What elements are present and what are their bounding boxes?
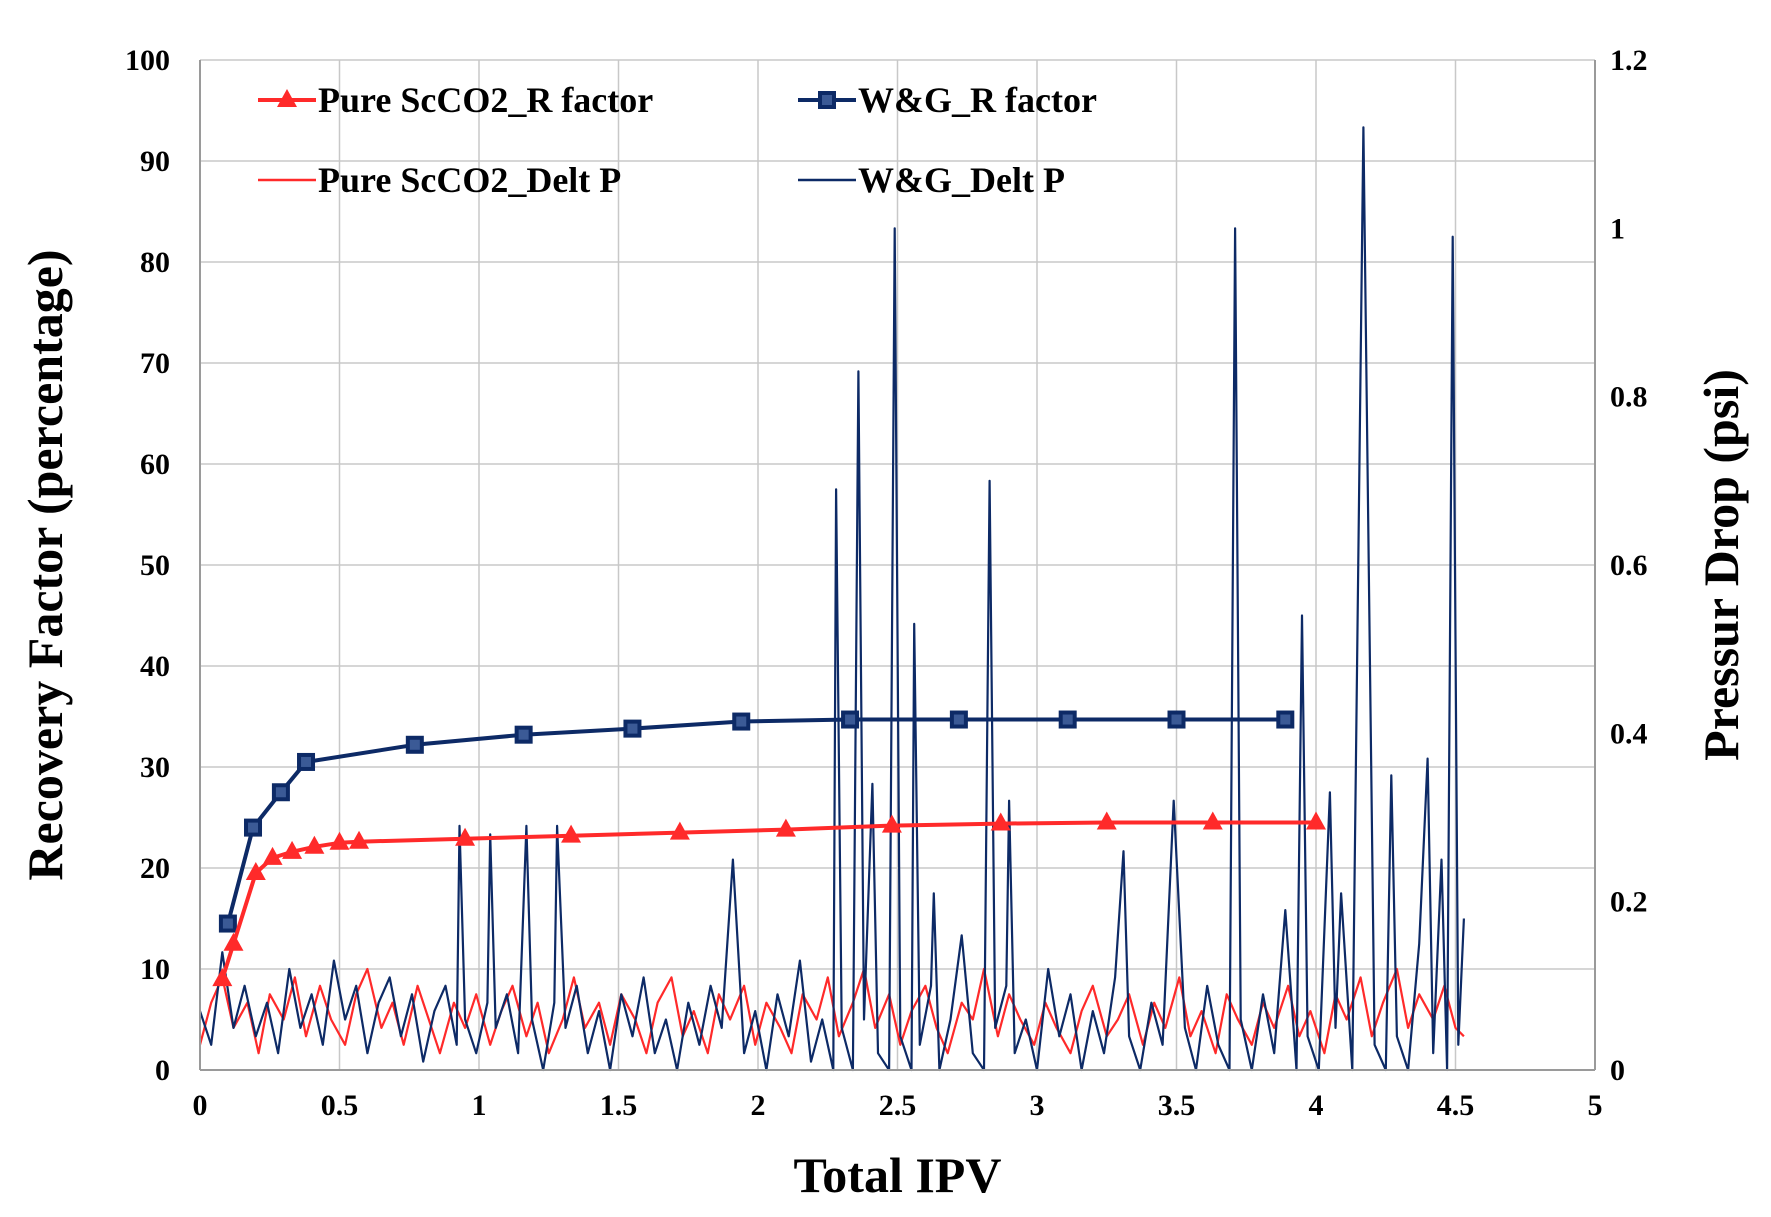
y-tick-label: 10 [140, 953, 170, 986]
data-point-square-inner [1062, 714, 1073, 725]
y-tick-label: 50 [140, 549, 170, 582]
data-point-square-inner [275, 787, 286, 798]
x-axis-title: Total IPV [794, 1147, 1002, 1203]
data-point-square-inner [222, 918, 233, 929]
data-point-triangle [775, 818, 796, 837]
data-point-triangle [990, 812, 1011, 831]
y2-tick-label: 0 [1610, 1054, 1625, 1087]
data-point-triangle [1096, 811, 1117, 830]
data-point-triangle [561, 824, 582, 843]
y-tick-label: 70 [140, 347, 170, 380]
legend-item: Pure ScCO2_Delt P [258, 160, 621, 200]
legend-item: W&G_R factor [798, 80, 1097, 120]
y2-tick-label: 0.2 [1610, 886, 1648, 919]
legend-item: W&G_Delt P [798, 160, 1065, 200]
data-point-triangle [881, 814, 902, 833]
data-point-square-inner [1171, 714, 1182, 725]
data-point-triangle [669, 821, 690, 840]
legend-item: Pure ScCO2_R factor [258, 80, 653, 120]
axes: 0 0.5 1 1.5 2 2.5 3 3.5 4 4.5 50102030405060708090… [17, 44, 1749, 1203]
y-tick-label: 80 [140, 246, 170, 279]
y-tick-label: 100 [125, 44, 170, 77]
data-point-triangle [262, 846, 283, 865]
y-tick-label: 30 [140, 751, 170, 784]
plot-series [198, 126, 1465, 1072]
data-point-triangle [223, 932, 244, 951]
x-tick-label: 4 [1309, 1089, 1324, 1122]
legend-label: W&G_R factor [858, 80, 1097, 120]
data-point-square-inner [736, 716, 747, 727]
legend-marker-square-inner [822, 95, 832, 105]
x-tick-label: 2 [751, 1089, 766, 1122]
data-point-triangle [212, 968, 233, 987]
legend-label: Pure ScCO2_R factor [318, 80, 653, 120]
series-line-0 [220, 820, 1316, 980]
x-tick-label: 5 [1588, 1089, 1603, 1122]
x-tick-label: 3 [1030, 1089, 1045, 1122]
data-point-triangle [329, 831, 350, 850]
x-tick-label: 4.5 [1437, 1089, 1475, 1122]
data-point-triangle [1306, 811, 1326, 830]
y-tick-label: 20 [140, 852, 170, 885]
data-point-square-inner [409, 739, 420, 750]
data-point-triangle [245, 862, 266, 881]
data-point-square-inner [953, 714, 964, 725]
y2-tick-label: 0.4 [1610, 717, 1648, 750]
legend-label: W&G_Delt P [858, 160, 1065, 200]
data-point-triangle [455, 827, 476, 846]
y2-tick-label: 0.8 [1610, 381, 1648, 414]
y2-tick-label: 1.2 [1610, 44, 1648, 77]
y-tick-label: 90 [140, 145, 170, 178]
data-point-square-inner [627, 723, 638, 734]
x-tick-label: 1 [472, 1089, 487, 1122]
y2-tick-label: 1 [1610, 212, 1625, 245]
series-line-3 [198, 126, 1465, 1072]
data-point-square-inner [518, 729, 529, 740]
data-point-square-inner [301, 756, 312, 767]
x-tick-label: 2.5 [879, 1089, 917, 1122]
x-tick-label: 3.5 [1158, 1089, 1196, 1122]
y-tick-label: 60 [140, 448, 170, 481]
legend: Pure ScCO2_R factor W&G_R factor Pure ScCO… [258, 80, 1097, 200]
data-point-square-inner [1280, 714, 1291, 725]
y2-axis-title: Pressur Drop (psi) [1693, 369, 1749, 761]
data-point-square-inner [248, 822, 259, 833]
legend-marker-triangle [277, 89, 297, 107]
x-tick-label: 1.5 [600, 1089, 638, 1122]
data-point-triangle [304, 835, 325, 854]
data-point-square-inner [845, 714, 856, 725]
x-tick-label: 0.5 [321, 1089, 359, 1122]
data-point-triangle [282, 840, 303, 859]
data-point-triangle [349, 830, 370, 849]
y-tick-label: 40 [140, 650, 170, 683]
y-axis-title: Recovery Factor (percentage) [17, 249, 73, 880]
legend-label: Pure ScCO2_Delt P [318, 160, 621, 200]
x-tick-label: 0 [193, 1089, 208, 1122]
y-tick-label: 0 [155, 1054, 170, 1087]
data-point-triangle [1202, 811, 1223, 830]
y2-tick-label: 0.6 [1610, 549, 1648, 582]
